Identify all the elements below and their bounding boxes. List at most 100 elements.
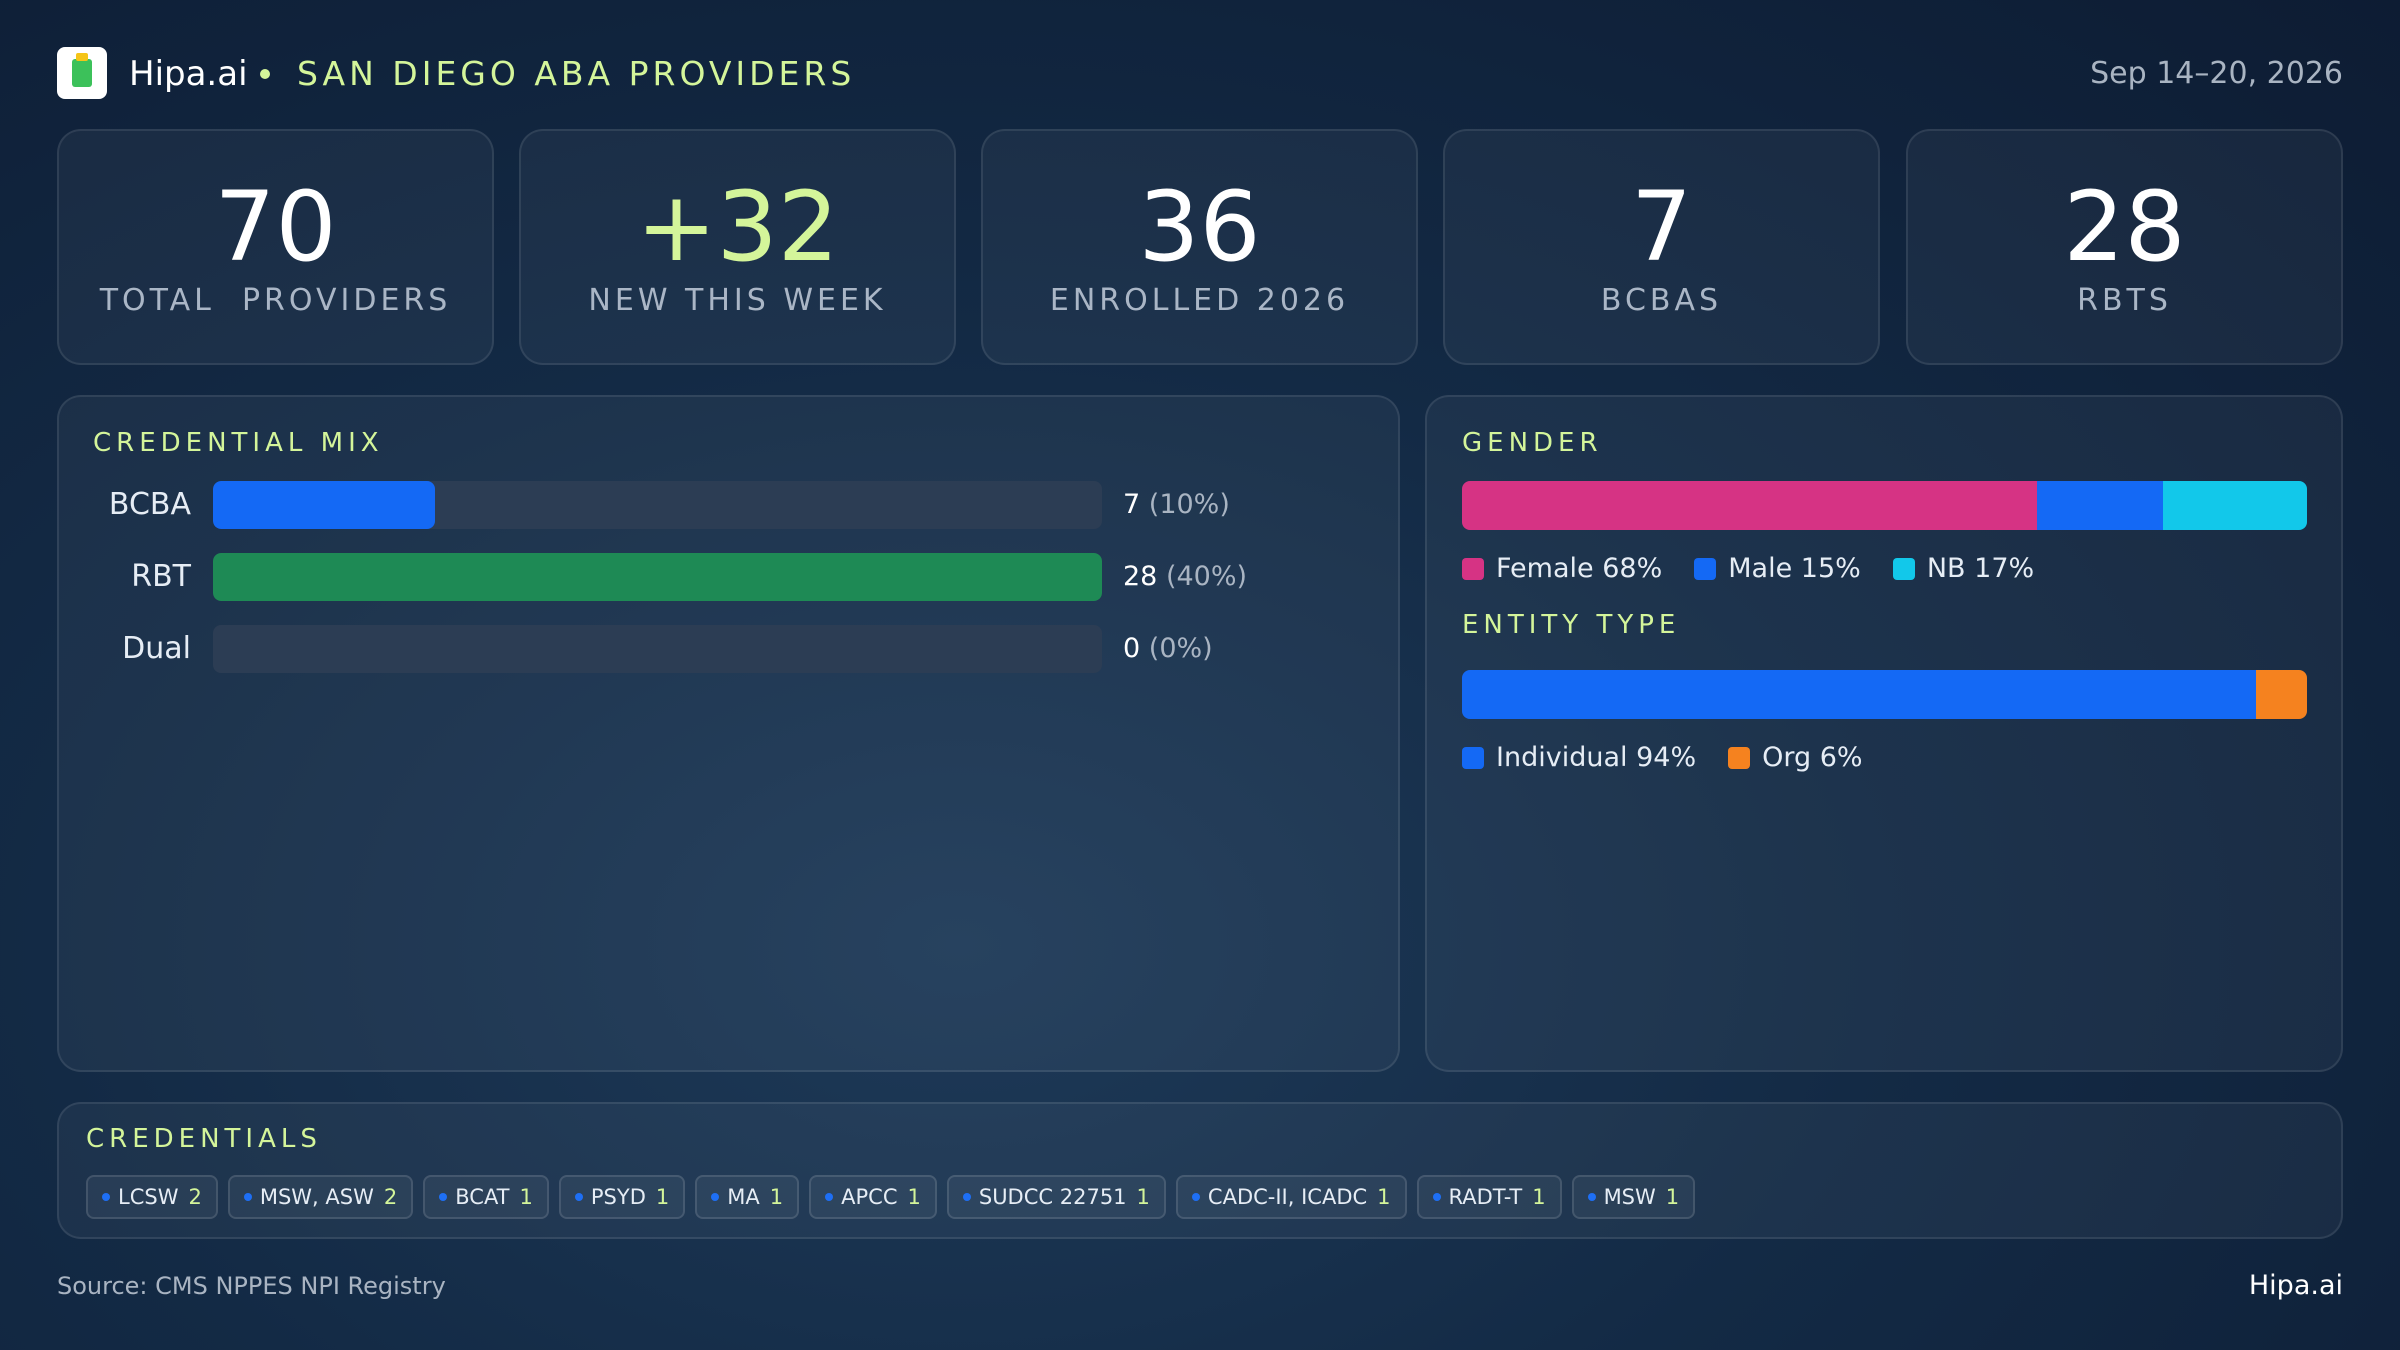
credential-chip: LCSW 2 (86, 1175, 218, 1219)
bar-track (213, 553, 1102, 601)
kpi-value: 28 (2063, 171, 2186, 283)
kpi-value: 36 (1138, 171, 1261, 283)
bar-track (213, 481, 1102, 529)
section-title: CREDENTIAL MIX (93, 428, 384, 458)
chip-count: 1 (907, 1185, 921, 1209)
source: Source: CMS NPPES NPI Registry (57, 1272, 446, 1300)
chip-name: SUDCC 22751 (978, 1185, 1127, 1209)
chip-name: PSYD (590, 1185, 646, 1209)
legend-name: Female (1496, 553, 1594, 584)
segment (1462, 670, 2257, 719)
percent: (40%) (1165, 561, 1248, 592)
chip-count: 1 (1136, 1185, 1150, 1209)
section-title: ENTITY TYPE (1462, 610, 1681, 640)
chip-dot (1432, 1193, 1441, 1201)
footer-brand: Hipa.ai (2248, 1270, 2343, 1301)
chip-name: MA (727, 1185, 760, 1209)
chip-name: LCSW (118, 1185, 179, 1209)
legend-item: Org 6% (1728, 742, 1863, 773)
chip-count: 2 (188, 1185, 202, 1209)
chip-count: 1 (1665, 1185, 1680, 1209)
chip-name: MSW, ASW (259, 1185, 374, 1209)
bar-value: 28 (40%) (1123, 561, 1247, 592)
legend-value: 15% (1800, 553, 1861, 584)
segment (2163, 481, 2307, 530)
legend-item: NB 17% (1892, 553, 2035, 584)
legend-value: 17% (1974, 553, 2035, 584)
legend-swatch (1462, 558, 1484, 580)
section-title: CREDENTIALS (86, 1124, 322, 1154)
stacked-bar (1462, 670, 2307, 719)
chip-dot (439, 1193, 448, 1201)
chip-dot (1587, 1193, 1596, 1201)
value: 7 (1123, 489, 1141, 520)
legend-swatch (1728, 747, 1751, 769)
chip-dot (962, 1193, 971, 1201)
kpi-card: 36 ENROLLED 2026 (981, 129, 1418, 365)
bar-value: 0 (0%) (1123, 633, 1213, 664)
chip-dot (1191, 1193, 1200, 1201)
credentials-panel (57, 1102, 2343, 1239)
chip-name: CADC-II, ICADC (1207, 1185, 1368, 1209)
legend-swatch (1462, 747, 1484, 769)
credential-chip: SUDCC 22751 1 (946, 1175, 1166, 1219)
credential-chip: PSYD 1 (558, 1175, 686, 1219)
kpi-value: 7 (1630, 171, 1693, 283)
dashboard-title: SAN DIEGO ABA PROVIDERS (297, 54, 856, 93)
chip-count: 1 (1377, 1185, 1391, 1209)
chip-count: 2 (383, 1185, 398, 1209)
bar-label: BCBA (108, 487, 191, 522)
bar (213, 481, 436, 529)
date-range: Sep 14–20, 2026 (2090, 56, 2343, 91)
legend-value: 6% (1819, 742, 1863, 773)
legend-value: 68% (1602, 553, 1663, 584)
segment (2036, 481, 2164, 530)
segment (1462, 481, 2037, 530)
legend: Female 68% Male 15% NB 17% (1462, 553, 2034, 584)
legend-swatch (1694, 558, 1717, 580)
legend-value: 94% (1636, 742, 1697, 773)
chip-name: BCAT (455, 1185, 510, 1209)
legend: Individual 94% Org 6% (1462, 742, 1863, 773)
credential-chips: LCSW 2 MSW, ASW 2 BCAT 1 PSYD 1 MA 1 APCC 1 SUDCC 22… (86, 1175, 1696, 1219)
separator-dot (260, 69, 270, 79)
kpi-label: RBTS (2077, 283, 2172, 318)
credential-chip: MA 1 (695, 1175, 800, 1219)
kpi-label: NEW THIS WEEK (588, 283, 887, 318)
chip-dot (243, 1193, 252, 1201)
chip-name: MSW (1603, 1185, 1656, 1209)
chip-count: 1 (519, 1185, 533, 1209)
bar-track (213, 625, 1102, 673)
legend-swatch (1892, 558, 1915, 580)
chip-dot (711, 1193, 720, 1201)
segment (2256, 670, 2307, 719)
chip-count: 1 (1532, 1185, 1546, 1209)
bar (213, 553, 1102, 601)
percent: (10%) (1148, 489, 1230, 520)
brand: Hipa.ai (129, 54, 248, 94)
kpi-label: BCBAS (1600, 283, 1723, 318)
credential-chip: CADC-II, ICADC 1 (1175, 1175, 1407, 1219)
chip-dot (574, 1193, 583, 1201)
credential-chip: BCAT 1 (423, 1175, 549, 1219)
kpi-value: +32 (636, 171, 839, 283)
legend-item: Female 68% (1462, 553, 1662, 584)
legend-item: Individual 94% (1462, 742, 1696, 773)
legend-item: Male 15% (1694, 553, 1861, 584)
legend-name: Male (1728, 553, 1793, 584)
bar-label: RBT (131, 559, 191, 594)
chip-count: 1 (769, 1185, 784, 1209)
legend-name: NB (1926, 553, 1966, 584)
kpi-value: 70 (214, 171, 337, 283)
value: 0 (1123, 633, 1141, 664)
section-title: GENDER (1462, 428, 1603, 458)
legend-name: Individual (1496, 742, 1628, 773)
value: 28 (1123, 561, 1158, 592)
kpi-card: +32 NEW THIS WEEK (519, 129, 956, 365)
credential-chip: MSW 1 (1571, 1175, 1696, 1219)
stacked-bar (1462, 481, 2307, 530)
kpi-card: 7 BCBAS (1443, 129, 1880, 365)
chip-count: 1 (655, 1185, 670, 1209)
bar-label: Dual (122, 631, 191, 666)
